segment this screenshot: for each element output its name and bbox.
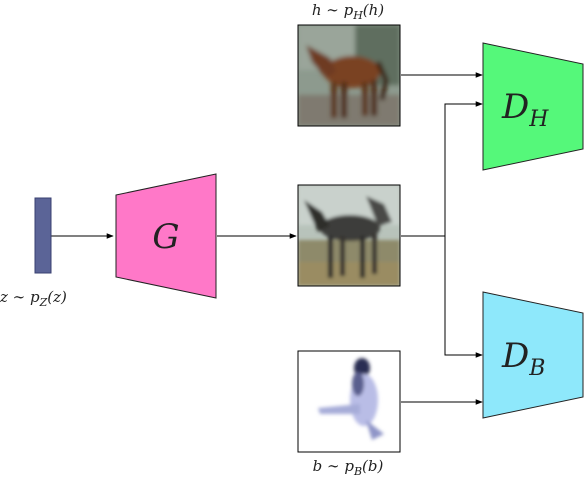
generator-block (115, 173, 217, 299)
discriminator-h-label: DH (501, 87, 549, 132)
bird-caption: b ∼ pB(b) (313, 457, 384, 478)
generator-label: G (152, 217, 179, 257)
discriminator-b-label: DB (501, 336, 545, 381)
real-horse-image (298, 25, 400, 126)
edge-fake-to-disc-b (444, 236, 483, 358)
discriminator-h-block (482, 42, 584, 171)
real-bird-image (298, 351, 400, 452)
edge-fake-to-disc-h (444, 101, 483, 236)
generated-horse-image (298, 185, 400, 286)
discriminator-b-block (482, 291, 584, 419)
noise-vector (34, 197, 52, 274)
horse-caption: h ∼ pH(h) (312, 1, 384, 22)
noise-caption: z ∼ pZ(z) (0, 288, 67, 309)
